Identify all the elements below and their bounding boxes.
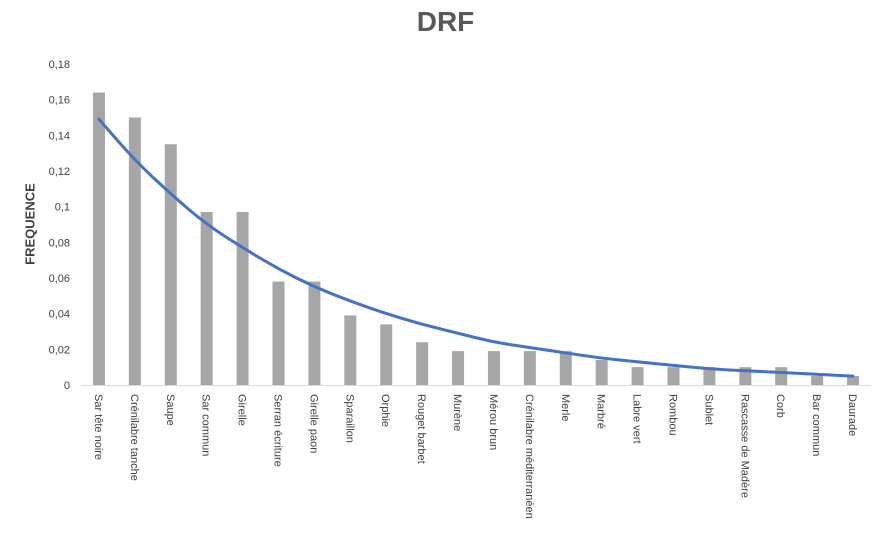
bar	[164, 144, 177, 385]
x-tick-label: Rombou	[667, 394, 679, 436]
x-tick-label: Corb	[774, 394, 786, 418]
y-tick-label: 0,04	[49, 309, 70, 321]
bar	[452, 351, 465, 385]
bar	[559, 351, 572, 385]
bar	[595, 360, 608, 385]
x-tick-label: Marbré	[595, 394, 607, 429]
x-tick-label: Rouget barbet	[415, 394, 427, 464]
x-tick-label: Sparaillon	[343, 394, 355, 443]
x-tick-label: Mérou brun	[487, 394, 499, 450]
x-tick-label: Saupe	[164, 394, 176, 426]
bar	[487, 351, 500, 385]
x-tick-label: Serran écriture	[272, 394, 284, 467]
x-tick-label: Bar commun	[810, 394, 822, 456]
bar	[200, 212, 213, 385]
bar	[811, 376, 824, 385]
bar	[92, 92, 105, 386]
x-tick-label: Sublet	[702, 394, 714, 425]
bar	[380, 324, 393, 385]
x-tick-label: Sar commun	[200, 394, 212, 456]
x-tick-label: Murène	[451, 394, 463, 431]
y-tick-label: 0,12	[49, 166, 70, 178]
bar	[631, 367, 644, 385]
bar	[667, 367, 680, 385]
x-tick-label: Merle	[559, 394, 571, 422]
x-tick-label: Girelle paon	[307, 394, 319, 453]
x-tick-label: Crénilabre méditerranéen	[523, 394, 535, 519]
y-tick-label: 0,08	[49, 237, 70, 249]
x-tick-label: Orphie	[379, 394, 391, 427]
bar	[236, 212, 249, 385]
y-tick-label: 0,1	[55, 202, 70, 214]
bar	[416, 342, 429, 385]
bar	[775, 367, 788, 385]
y-tick-label: 0,14	[49, 130, 70, 142]
bar	[523, 351, 536, 385]
x-tick-label: Labre vert	[631, 394, 643, 444]
bar	[128, 117, 141, 385]
bar	[847, 376, 860, 385]
bar	[272, 281, 285, 385]
x-tick-label: Crénilabre tanche	[128, 394, 140, 481]
y-tick-label: 0,16	[49, 95, 70, 107]
trendline	[97, 117, 855, 378]
y-tick-label: 0,18	[49, 59, 70, 71]
x-tick-label: Girelle	[236, 394, 248, 426]
x-tick-label: Rascasse de Madère	[738, 394, 750, 498]
chart-title: DRF	[416, 6, 475, 37]
bar	[703, 367, 716, 385]
y-tick-label: 0	[64, 380, 70, 392]
bar	[308, 281, 321, 385]
x-tick-label: Sar tête noire	[92, 394, 104, 460]
y-tick-label: 0,06	[49, 273, 70, 285]
y-tick-label: 0,02	[49, 344, 70, 356]
bar	[344, 315, 357, 385]
x-tick-label: Daurade	[846, 394, 858, 436]
